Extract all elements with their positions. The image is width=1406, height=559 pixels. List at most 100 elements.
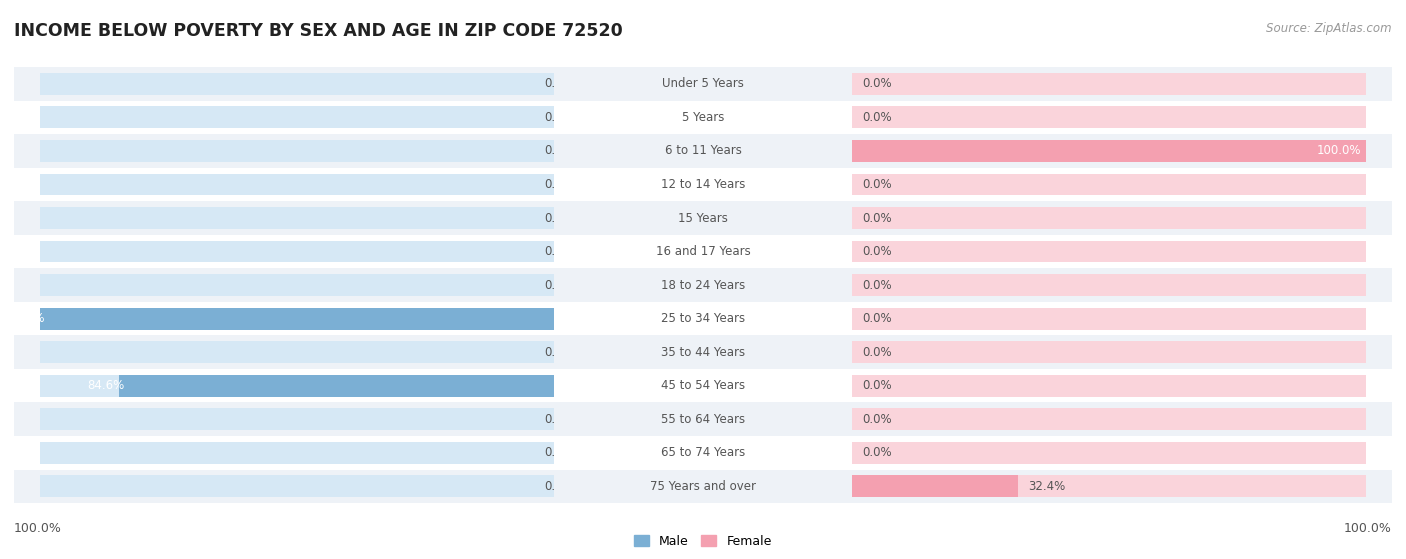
Text: 0.0%: 0.0% [544, 144, 574, 158]
Bar [852, 268, 1392, 302]
Bar [852, 470, 1392, 503]
Bar [554, 470, 852, 503]
Bar [852, 341, 1367, 363]
Text: 100.0%: 100.0% [1344, 522, 1392, 535]
Text: 18 to 24 Years: 18 to 24 Years [661, 278, 745, 292]
Text: 0.0%: 0.0% [544, 413, 574, 426]
Bar [852, 101, 1392, 134]
Bar [554, 436, 852, 470]
Bar [39, 341, 554, 363]
Bar [39, 73, 554, 94]
Bar [852, 307, 1367, 329]
Bar [554, 235, 852, 268]
Bar [14, 268, 554, 302]
Bar [852, 408, 1367, 430]
Text: 65 to 74 Years: 65 to 74 Years [661, 446, 745, 459]
Text: Source: ZipAtlas.com: Source: ZipAtlas.com [1267, 22, 1392, 35]
Text: 0.0%: 0.0% [862, 413, 891, 426]
Text: Under 5 Years: Under 5 Years [662, 77, 744, 91]
Bar [554, 369, 852, 402]
Bar [39, 274, 554, 296]
Bar [852, 335, 1392, 369]
Bar [39, 375, 554, 397]
Text: 0.0%: 0.0% [544, 77, 574, 91]
Bar [852, 140, 1367, 162]
Bar [852, 67, 1392, 101]
Legend: Male, Female: Male, Female [630, 530, 776, 553]
Text: 100.0%: 100.0% [0, 312, 45, 325]
Text: 0.0%: 0.0% [862, 278, 891, 292]
Text: 5 Years: 5 Years [682, 111, 724, 124]
Text: 75 Years and over: 75 Years and over [650, 480, 756, 493]
Bar [554, 302, 852, 335]
Bar [852, 173, 1367, 195]
Bar [852, 436, 1392, 470]
Bar [39, 140, 554, 162]
Bar [39, 408, 554, 430]
Bar [554, 101, 852, 134]
Text: 25 to 34 Years: 25 to 34 Years [661, 312, 745, 325]
Text: 0.0%: 0.0% [544, 345, 574, 359]
Bar [14, 67, 554, 101]
Bar [852, 302, 1392, 335]
Bar [14, 168, 554, 201]
Text: 0.0%: 0.0% [544, 178, 574, 191]
Bar [852, 201, 1392, 235]
Text: 0.0%: 0.0% [862, 446, 891, 459]
Bar [852, 375, 1367, 397]
Bar [852, 134, 1392, 168]
Bar [852, 402, 1392, 436]
Bar [14, 235, 554, 268]
Text: 0.0%: 0.0% [544, 278, 574, 292]
Bar [852, 475, 1018, 498]
Text: INCOME BELOW POVERTY BY SEX AND AGE IN ZIP CODE 72520: INCOME BELOW POVERTY BY SEX AND AGE IN Z… [14, 22, 623, 40]
Text: 12 to 14 Years: 12 to 14 Years [661, 178, 745, 191]
Text: 0.0%: 0.0% [544, 111, 574, 124]
Bar [852, 475, 1367, 498]
Text: 84.6%: 84.6% [87, 379, 124, 392]
Bar [14, 302, 554, 335]
Bar [852, 369, 1392, 402]
Bar [39, 207, 554, 229]
Bar [852, 274, 1367, 296]
Bar [39, 106, 554, 128]
Bar [14, 402, 554, 436]
Bar [39, 240, 554, 262]
Text: 0.0%: 0.0% [862, 77, 891, 91]
Bar [554, 201, 852, 235]
Text: 0.0%: 0.0% [862, 345, 891, 359]
Text: 0.0%: 0.0% [544, 446, 574, 459]
Bar [554, 402, 852, 436]
Text: 35 to 44 Years: 35 to 44 Years [661, 345, 745, 359]
Text: 100.0%: 100.0% [14, 522, 62, 535]
Bar [554, 268, 852, 302]
Bar [852, 73, 1367, 94]
Text: 0.0%: 0.0% [862, 245, 891, 258]
Text: 0.0%: 0.0% [862, 312, 891, 325]
Text: 0.0%: 0.0% [862, 178, 891, 191]
Text: 45 to 54 Years: 45 to 54 Years [661, 379, 745, 392]
Bar [852, 235, 1392, 268]
Bar [852, 207, 1367, 229]
Bar [852, 442, 1367, 464]
Bar [554, 168, 852, 201]
Bar [852, 140, 1367, 162]
Text: 0.0%: 0.0% [862, 379, 891, 392]
Text: 0.0%: 0.0% [544, 211, 574, 225]
Bar [39, 475, 554, 498]
Bar [14, 101, 554, 134]
Text: 15 Years: 15 Years [678, 211, 728, 225]
Bar [554, 67, 852, 101]
Text: 32.4%: 32.4% [1029, 480, 1066, 493]
Bar [554, 134, 852, 168]
Bar [39, 173, 554, 195]
Bar [554, 335, 852, 369]
Bar [852, 168, 1392, 201]
Text: 0.0%: 0.0% [544, 245, 574, 258]
Text: 0.0%: 0.0% [862, 111, 891, 124]
Text: 6 to 11 Years: 6 to 11 Years [665, 144, 741, 158]
Text: 55 to 64 Years: 55 to 64 Years [661, 413, 745, 426]
Bar [14, 335, 554, 369]
Bar [39, 307, 554, 329]
Text: 100.0%: 100.0% [1316, 144, 1361, 158]
